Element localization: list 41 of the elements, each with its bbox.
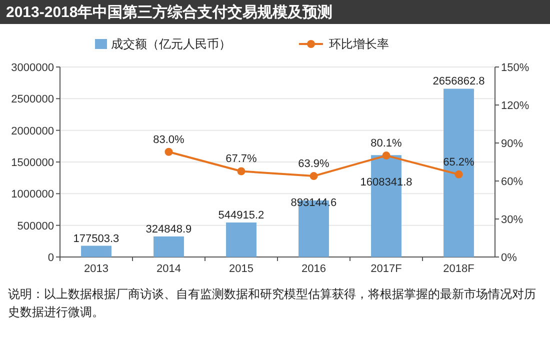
y-tick-label: 500000 [17,220,54,232]
x-tick-label: 2014 [156,263,181,275]
y-tick-label: 2000000 [11,125,54,138]
x-tick-label: 2013 [84,263,108,275]
data-label: 324848.9 [146,223,192,236]
data-label: 177503.3 [73,232,120,245]
point [382,152,390,160]
x-tick-label: 2017F [370,263,402,275]
y-tick-label: 1500000 [11,157,54,169]
y2-tick-label: 60% [501,176,524,188]
x-tick-label: 2016 [302,263,326,275]
x-tick-label: 2018F [443,263,475,275]
data-label: 67.7% [226,153,258,166]
bar [81,246,112,257]
y-tick-label: 1000000 [11,188,54,201]
y2-tick-label: 120% [501,100,530,112]
legend-label: 成交额（亿元人民币） [111,37,231,51]
y-tick-label: 0 [48,252,54,264]
chart-title: 2013-2018年中国第三方综合支付交易规模及预测 [6,3,333,21]
text: 说明：以上数据根据厂商访谈、自有监测数据和研究模型估算获得，将根据掌握的最新市场情况对历史数据进行微调。 [8,286,537,321]
data-label: 2656862.8 [432,76,485,88]
x-tick-label: 2015 [229,263,254,275]
point [237,167,246,176]
y2-tick-label: 0% [501,252,518,264]
data-label: 63.9% [298,158,330,170]
data-label: 544915.2 [218,209,264,222]
data-label: 65.2% [443,156,475,168]
legend-label: 环比增长率 [329,37,389,51]
point [454,170,463,178]
point [310,172,318,180]
y-tick-label: 3000000 [11,62,54,74]
bar [444,88,474,257]
data-label: 83.0% [153,134,185,146]
bar [226,222,256,257]
data-label: 80.1% [370,138,402,150]
y-tick-label: 2500000 [11,94,54,106]
y2-tick-label: 30% [501,214,524,226]
bar [154,236,184,257]
point [164,148,173,156]
y2-tick-label: 150% [501,62,530,74]
y2-tick-label: 90% [501,138,524,150]
